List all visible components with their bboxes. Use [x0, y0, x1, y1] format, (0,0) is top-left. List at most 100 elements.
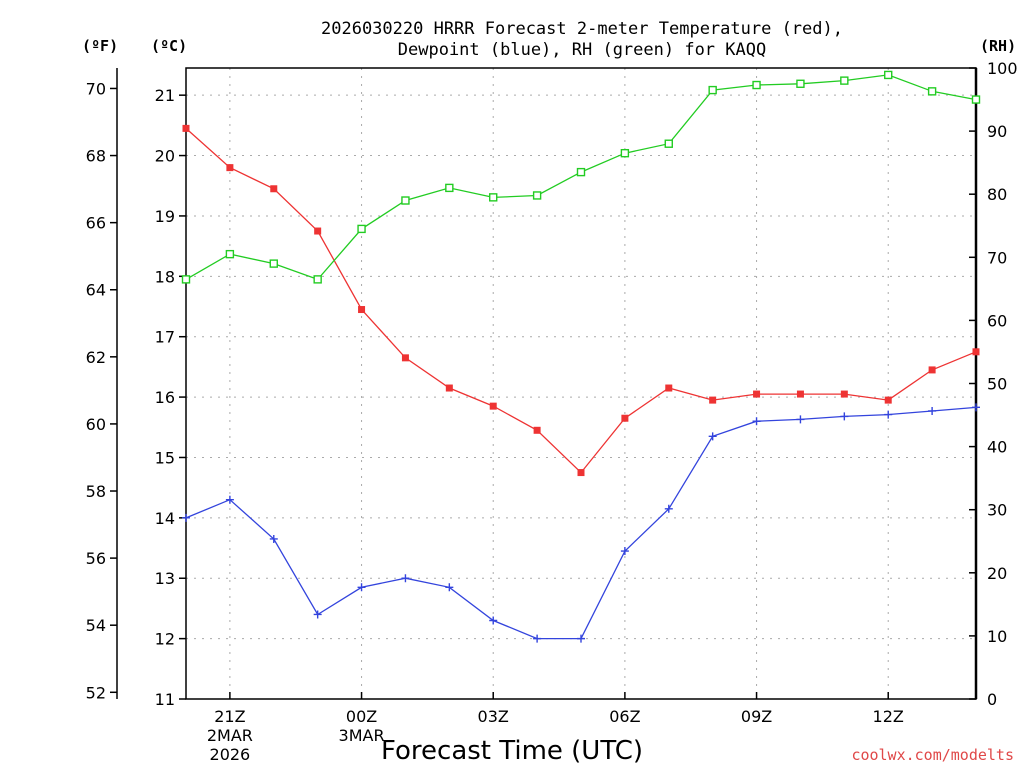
temperature-point: [928, 366, 936, 374]
series-temperature: [182, 124, 980, 477]
temperature-point: [270, 185, 278, 193]
temperature-point: [621, 414, 629, 422]
rh-point: [576, 167, 586, 177]
dewpoint-point: [840, 412, 849, 421]
temperature-point: [489, 402, 497, 410]
dewpoint-point: [182, 513, 190, 522]
rh-unit-label: (RH): [980, 37, 1016, 55]
rh-point: [489, 193, 498, 202]
grid-lines: [186, 68, 976, 699]
rh-point: [532, 191, 542, 200]
chart-title-line1: 2026030220 HRRR Forecast 2-meter Tempera…: [321, 19, 843, 39]
dewpoint-point: [401, 574, 410, 583]
celsius-tick-label: 17: [155, 328, 175, 347]
rh-point: [884, 70, 893, 80]
rh-tick-label: 50: [987, 375, 1007, 394]
plot-frame: [185, 67, 977, 700]
temperature-point: [753, 390, 761, 398]
series-layer: [181, 70, 981, 643]
fahrenheit-tick-label: 58: [86, 482, 106, 501]
celsius-tick-label: 18: [155, 267, 175, 286]
fahrenheit-unit-label: (ºF): [82, 37, 118, 55]
dewpoint-point: [664, 504, 673, 513]
rh-point: [357, 224, 366, 234]
axes: [110, 67, 978, 700]
rh-point: [181, 275, 191, 284]
temperature-point: [314, 227, 322, 235]
rh-point: [401, 196, 410, 205]
temperature-point: [182, 124, 190, 132]
temperature-point: [445, 384, 453, 392]
dewpoint-point: [269, 534, 278, 543]
x-tick-date-label: 3MAR: [339, 726, 385, 745]
rh-point: [840, 76, 849, 85]
dewpoint-point: [972, 403, 980, 412]
rh-tick-label: 20: [987, 564, 1007, 583]
rh-tick-label: 90: [987, 122, 1007, 141]
x-tick-date-label: 2MAR: [207, 726, 253, 745]
temperature-point: [401, 354, 409, 362]
fahrenheit-tick-label: 56: [86, 549, 106, 568]
dewpoint-point: [708, 432, 717, 441]
rh-point: [971, 95, 981, 104]
temperature-point: [709, 396, 717, 404]
celsius-tick-label: 20: [155, 147, 175, 166]
credit-text: coolwx.com/modelts: [851, 746, 1014, 764]
celsius-tick-label: 21: [155, 86, 175, 105]
temperature-point: [226, 164, 234, 172]
x-tick-label: 00Z: [346, 707, 377, 726]
dewpoint-line: [185, 406, 977, 640]
dewpoint-point: [313, 610, 322, 619]
dewpoint-point: [577, 634, 585, 643]
temperature-point: [533, 426, 541, 434]
chart-title-line2: Dewpoint (blue), RH (green) for KAQQ: [398, 40, 766, 60]
rh-point: [313, 275, 322, 284]
rh-point: [269, 259, 278, 268]
series-rh: [181, 70, 981, 284]
rh-tick-label: 0: [987, 690, 997, 709]
x-tick-label: 12Z: [873, 707, 904, 726]
dewpoint-point: [796, 415, 805, 424]
fahrenheit-tick-label: 62: [86, 348, 106, 367]
x-tick-label: 09Z: [741, 707, 772, 726]
temperature-point: [840, 390, 848, 398]
tick-labels: 11 12 13 14 15 16 17 18 19 20 21 52 54 56 58 60 62 64 66 68…: [86, 59, 1018, 764]
rh-point: [796, 79, 805, 88]
rh-tick-label: 30: [987, 501, 1007, 520]
dewpoint-point: [445, 583, 454, 592]
dewpoint-point: [225, 495, 234, 504]
dewpoint-point: [884, 410, 893, 419]
rh-tick-label: 70: [987, 248, 1007, 267]
celsius-tick-label: 14: [155, 509, 175, 528]
dewpoint-point: [489, 616, 498, 625]
temperature-point: [884, 396, 892, 404]
fahrenheit-tick-label: 68: [86, 147, 106, 166]
rh-tick-label: 40: [987, 438, 1007, 457]
fahrenheit-tick-label: 70: [86, 79, 106, 98]
dewpoint-point: [928, 406, 937, 415]
x-tick-label: 21Z: [214, 707, 245, 726]
rh-line: [185, 74, 977, 281]
rh-point: [225, 249, 235, 259]
rh-point: [664, 139, 673, 148]
temperature-point: [796, 390, 804, 398]
celsius-tick-label: 15: [155, 448, 175, 467]
x-tick-label: 03Z: [478, 707, 509, 726]
celsius-tick-label: 19: [155, 207, 175, 226]
x-tick-year-label: 2026: [210, 745, 251, 764]
fahrenheit-tick-label: 64: [86, 281, 106, 300]
temperature-point: [972, 348, 980, 356]
rh-tick-label: 100: [987, 59, 1018, 78]
fahrenheit-tick-label: 66: [86, 214, 106, 233]
x-tick-label: 06Z: [609, 707, 640, 726]
celsius-unit-label: (ºC): [151, 37, 187, 55]
dewpoint-point: [620, 547, 629, 556]
fahrenheit-tick-label: 60: [86, 415, 106, 434]
temperature-point: [577, 469, 585, 477]
celsius-tick-label: 13: [155, 569, 175, 588]
rh-point: [708, 85, 717, 95]
fahrenheit-tick-label: 52: [86, 683, 106, 702]
rh-point: [752, 80, 761, 90]
rh-tick-label: 60: [987, 311, 1007, 330]
